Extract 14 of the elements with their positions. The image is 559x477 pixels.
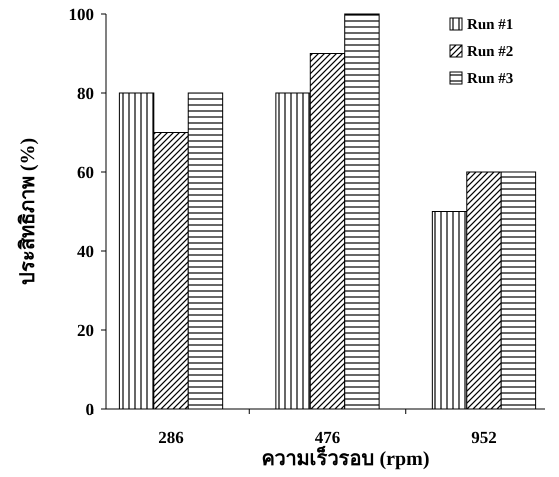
y-axis-title: ประสิทธิภาพ (%) xyxy=(17,138,39,286)
y-tick-label: 80 xyxy=(77,84,94,103)
y-tick-label: 100 xyxy=(68,4,94,24)
x-axis-title: ความเร็วรอบ (rpm) xyxy=(262,448,430,470)
y-tick-label: 60 xyxy=(77,162,94,182)
y-tick-label: 20 xyxy=(77,320,94,340)
legend-label: Run #1 xyxy=(467,17,514,33)
x-tick-label: 476 xyxy=(314,428,340,447)
legend-label: Run #3 xyxy=(467,71,514,87)
x-tick-label: 952 xyxy=(471,428,497,447)
y-tick-label: 0 xyxy=(86,400,94,419)
x-tick-label: 286 xyxy=(158,428,184,447)
legend-label: Run #2 xyxy=(467,44,514,60)
y-tick-label: 40 xyxy=(77,242,94,261)
